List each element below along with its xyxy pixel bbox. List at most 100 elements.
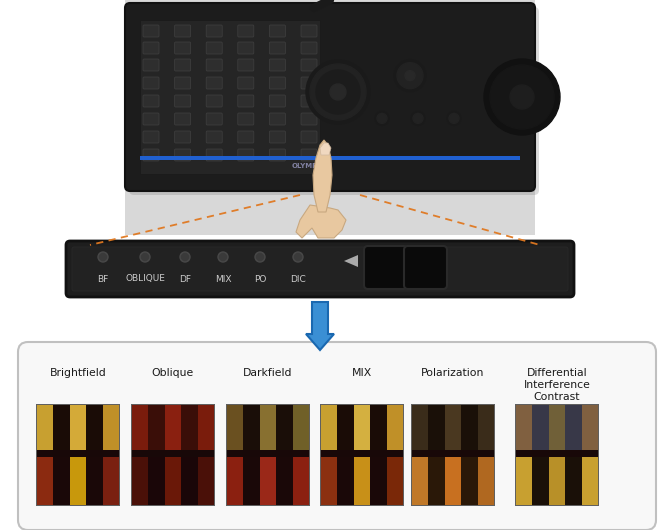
Bar	[411, 404, 495, 506]
Text: MIX: MIX	[352, 368, 372, 378]
Bar	[165, 405, 181, 450]
Circle shape	[310, 64, 366, 120]
Circle shape	[375, 111, 389, 126]
Text: Differential
Interference
Contrast: Differential Interference Contrast	[523, 368, 590, 402]
FancyBboxPatch shape	[269, 149, 285, 161]
Bar	[565, 456, 582, 505]
Bar	[132, 456, 148, 505]
Bar	[103, 456, 119, 505]
Bar	[276, 405, 293, 450]
FancyArrow shape	[306, 302, 334, 350]
Circle shape	[484, 59, 560, 135]
FancyBboxPatch shape	[206, 95, 222, 107]
Bar	[243, 456, 260, 505]
FancyBboxPatch shape	[238, 149, 254, 161]
FancyBboxPatch shape	[301, 59, 317, 71]
Polygon shape	[313, 140, 332, 212]
Bar	[103, 405, 119, 450]
Bar	[516, 450, 598, 457]
Bar	[226, 404, 310, 506]
Circle shape	[330, 84, 346, 100]
Bar	[125, 0, 535, 235]
FancyBboxPatch shape	[143, 25, 159, 37]
FancyBboxPatch shape	[143, 42, 159, 54]
Circle shape	[218, 252, 228, 262]
Circle shape	[510, 85, 534, 109]
FancyBboxPatch shape	[269, 77, 285, 89]
Circle shape	[447, 111, 461, 126]
Circle shape	[255, 252, 265, 262]
Bar	[227, 456, 243, 505]
FancyBboxPatch shape	[301, 131, 317, 143]
FancyBboxPatch shape	[301, 77, 317, 89]
FancyBboxPatch shape	[206, 42, 222, 54]
Bar	[293, 405, 309, 450]
FancyBboxPatch shape	[18, 342, 656, 530]
Bar	[582, 456, 598, 505]
FancyBboxPatch shape	[269, 113, 285, 125]
Text: Polarization: Polarization	[421, 368, 484, 378]
FancyBboxPatch shape	[206, 59, 222, 71]
Bar	[70, 405, 86, 450]
Bar	[276, 456, 293, 505]
FancyBboxPatch shape	[143, 149, 159, 161]
Bar	[515, 404, 599, 506]
Text: DIC: DIC	[290, 275, 306, 284]
FancyBboxPatch shape	[175, 42, 190, 54]
Bar	[165, 456, 181, 505]
Bar	[132, 405, 148, 450]
Bar	[181, 456, 198, 505]
FancyBboxPatch shape	[175, 59, 190, 71]
Bar	[243, 405, 260, 450]
Bar	[227, 405, 243, 450]
Circle shape	[405, 70, 415, 81]
Bar	[445, 405, 461, 450]
Bar	[70, 456, 86, 505]
Bar	[533, 405, 549, 450]
Bar	[321, 405, 338, 450]
Text: OBLIQUE: OBLIQUE	[125, 275, 165, 284]
Bar	[371, 456, 387, 505]
Bar	[387, 405, 403, 450]
FancyBboxPatch shape	[206, 77, 222, 89]
Bar	[565, 405, 582, 450]
FancyBboxPatch shape	[301, 25, 317, 37]
FancyBboxPatch shape	[301, 113, 317, 125]
Circle shape	[140, 252, 150, 262]
Text: Brightfield: Brightfield	[50, 368, 107, 378]
Bar	[516, 405, 533, 450]
FancyBboxPatch shape	[175, 149, 190, 161]
Bar	[412, 405, 428, 450]
FancyBboxPatch shape	[143, 113, 159, 125]
Bar	[387, 456, 403, 505]
Circle shape	[397, 63, 423, 89]
FancyBboxPatch shape	[238, 77, 254, 89]
Bar	[478, 405, 494, 450]
Text: Oblique: Oblique	[152, 368, 194, 378]
FancyBboxPatch shape	[175, 25, 190, 37]
Bar	[54, 405, 70, 450]
Bar	[86, 405, 103, 450]
Bar	[412, 450, 494, 457]
FancyBboxPatch shape	[206, 131, 222, 143]
Bar	[338, 405, 354, 450]
Bar	[549, 405, 565, 450]
FancyBboxPatch shape	[175, 131, 190, 143]
Bar	[533, 456, 549, 505]
Bar	[338, 456, 354, 505]
Bar	[198, 456, 214, 505]
FancyBboxPatch shape	[404, 246, 447, 289]
Bar	[37, 405, 54, 450]
FancyBboxPatch shape	[301, 149, 317, 161]
Bar	[428, 405, 445, 450]
Bar	[321, 456, 338, 505]
Bar	[428, 456, 445, 505]
Bar	[140, 20, 320, 174]
Bar	[293, 456, 309, 505]
Bar	[148, 405, 165, 450]
FancyBboxPatch shape	[206, 113, 222, 125]
Text: BF: BF	[97, 275, 109, 284]
FancyBboxPatch shape	[238, 25, 254, 37]
Circle shape	[98, 252, 108, 262]
Circle shape	[394, 60, 426, 92]
